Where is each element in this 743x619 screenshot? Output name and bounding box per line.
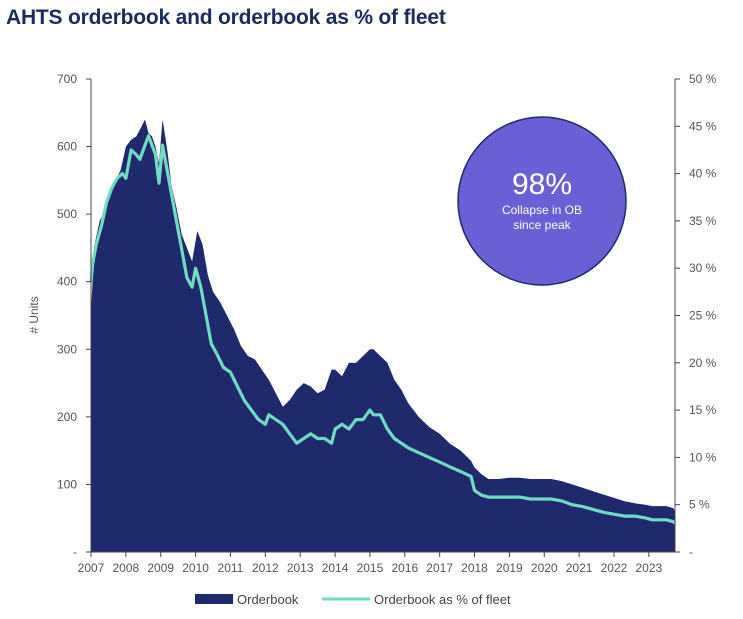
legend-label-pct: Orderbook as % of fleet bbox=[374, 592, 511, 607]
legend: Orderbook Orderbook as % of fleet bbox=[195, 592, 511, 607]
x-tick-label: 2015 bbox=[357, 561, 384, 575]
y2-tick-label: 35 % bbox=[689, 214, 717, 228]
y-tick-label: 200 bbox=[57, 410, 77, 424]
y-tick-label: 100 bbox=[57, 477, 77, 491]
collapse-annotation: 98% Collapse in OB since peak bbox=[457, 116, 627, 286]
y2-tick-label: 50 % bbox=[689, 72, 717, 86]
pct-line-layer bbox=[89, 134, 677, 525]
y2-tick-label: 45 % bbox=[689, 119, 717, 133]
x-tick-label: 2011 bbox=[218, 561, 244, 575]
x-tick-label: 2014 bbox=[322, 561, 349, 575]
x-tick-label: 2020 bbox=[531, 561, 558, 575]
y-tick-label: 700 bbox=[57, 72, 77, 86]
x-tick-label: 2017 bbox=[426, 561, 453, 575]
x-tick-label: 2012 bbox=[252, 561, 279, 575]
x-tick-label: 2013 bbox=[287, 561, 314, 575]
x-tick-label: 2019 bbox=[496, 561, 523, 575]
y2-tick-label: 15 % bbox=[689, 403, 717, 417]
x-tick-label: 2018 bbox=[461, 561, 488, 575]
x-tick-label: 2008 bbox=[113, 561, 140, 575]
pct-line bbox=[89, 134, 677, 525]
orderbook-area-layer bbox=[91, 119, 675, 552]
annotation-bubble bbox=[457, 116, 627, 286]
y2-tick-label: 25 % bbox=[689, 309, 717, 323]
annotation-value: 98% bbox=[512, 168, 572, 201]
y2-tick-label: 40 % bbox=[689, 167, 717, 181]
x-tick-label: 2021 bbox=[566, 561, 593, 575]
y-tick-label: 500 bbox=[57, 207, 77, 221]
y2-tick-label: 5 % bbox=[689, 498, 710, 512]
x-tick-label: 2007 bbox=[78, 561, 105, 575]
x-tick-label: 2022 bbox=[601, 561, 628, 575]
x-tick-label: 2010 bbox=[182, 561, 209, 575]
annotation-line-1: Collapse in OB bbox=[502, 203, 582, 217]
y-tick-label: 600 bbox=[57, 140, 77, 154]
y2-tick-label: 30 % bbox=[689, 261, 717, 275]
legend-label-orderbook: Orderbook bbox=[237, 592, 299, 607]
x-tick-label: 2023 bbox=[635, 561, 662, 575]
axes-layer: - 100 200 300 400 500 600 700 - 5 % 10 % 15 % 20 % 25… bbox=[57, 72, 717, 575]
y2-tick-label: 10 % bbox=[689, 450, 717, 464]
y2-tick-label: 20 % bbox=[689, 356, 717, 370]
orderbook-area bbox=[91, 119, 675, 552]
y-tick-label: 300 bbox=[57, 342, 77, 356]
y-axis-label: # Units bbox=[27, 296, 41, 333]
chart-title: AHTS orderbook and orderbook as % of fle… bbox=[6, 6, 446, 29]
y2-tick-label: - bbox=[689, 545, 693, 559]
legend-swatch-orderbook bbox=[195, 594, 233, 604]
x-tick-label: 2009 bbox=[147, 561, 174, 575]
y-tick-label: 400 bbox=[57, 275, 77, 289]
y-tick-label: - bbox=[73, 545, 77, 559]
annotation-line-2: since peak bbox=[513, 218, 571, 232]
x-tick-label: 2016 bbox=[391, 561, 418, 575]
